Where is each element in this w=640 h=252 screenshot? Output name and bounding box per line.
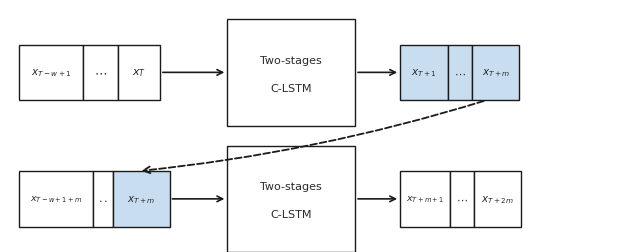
Bar	[83, 45, 118, 101]
Text: $x_{T-w+1}$: $x_{T-w+1}$	[31, 67, 72, 79]
Bar	[474, 171, 521, 227]
Bar	[19, 171, 93, 227]
Text: $\cdots$: $\cdots$	[94, 67, 108, 80]
Text: $x_{T-w+1+m}$: $x_{T-w+1+m}$	[30, 194, 82, 204]
Text: Two-stages: Two-stages	[260, 55, 322, 66]
Bar	[19, 45, 83, 101]
Bar	[472, 45, 519, 101]
Text: $\cdots$: $\cdots$	[454, 68, 466, 78]
Bar	[400, 45, 448, 101]
Text: $x_T$: $x_T$	[132, 67, 147, 79]
Bar	[400, 171, 450, 227]
Bar	[227, 146, 355, 252]
Bar	[448, 45, 472, 101]
Text: $x_{T+m}$: $x_{T+m}$	[481, 67, 510, 79]
Text: $\cdot\cdot$: $\cdot\cdot$	[98, 194, 108, 204]
Bar	[227, 20, 355, 126]
Text: $x_{T+1}$: $x_{T+1}$	[411, 67, 437, 79]
Bar	[113, 171, 170, 227]
Text: $x_{T+2m}$: $x_{T+2m}$	[481, 193, 514, 205]
Text: $x_{T+m+1}$: $x_{T+m+1}$	[406, 194, 444, 204]
Text: C-LSTM: C-LSTM	[271, 209, 312, 219]
Bar	[93, 171, 113, 227]
Text: $\cdots$: $\cdots$	[456, 194, 468, 204]
FancyArrowPatch shape	[143, 102, 484, 173]
Bar	[450, 171, 474, 227]
Text: $x_{T+m}$: $x_{T+m}$	[127, 193, 156, 205]
Text: C-LSTM: C-LSTM	[271, 83, 312, 93]
Bar	[118, 45, 160, 101]
Text: Two-stages: Two-stages	[260, 181, 322, 192]
